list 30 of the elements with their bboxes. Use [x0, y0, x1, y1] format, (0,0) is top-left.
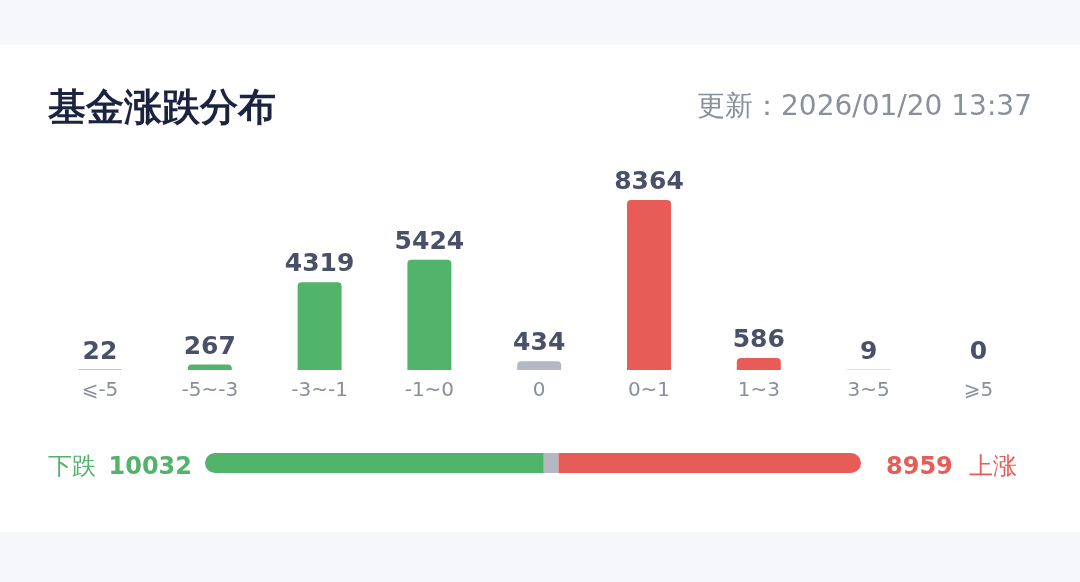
bar — [736, 358, 781, 370]
data-label: 0 — [969, 336, 988, 365]
data-label: 267 — [183, 330, 236, 360]
bar — [517, 361, 562, 370]
x-tick-label: ⩾5 — [963, 377, 994, 401]
text: 更新：2026/01/20 13:37 — [697, 89, 1032, 122]
bar — [297, 282, 342, 370]
x-tick-label: -5~-3 — [181, 377, 239, 401]
x-tick-label: 0 — [532, 377, 546, 401]
chart-title: 基金涨跌分布 — [47, 85, 276, 129]
data-label: 9 — [859, 335, 878, 365]
data-label: 434 — [513, 327, 566, 357]
text: 上涨 — [969, 452, 1017, 480]
x-tick-label: 0~1 — [627, 377, 671, 401]
data-label: 22 — [82, 335, 118, 365]
x-tick-label: 3~5 — [847, 377, 890, 401]
data-label: 5424 — [394, 225, 465, 255]
bar — [407, 259, 452, 370]
x-tick-label: -3~-1 — [291, 377, 348, 401]
x-tick-label: -1~0 — [404, 377, 455, 401]
x-tick-label: 1~3 — [737, 377, 780, 401]
bar — [187, 364, 232, 370]
data-label: 4319 — [284, 248, 355, 278]
bar — [627, 200, 671, 370]
x-tick-label: ⩽-5 — [81, 377, 119, 401]
text: 下跌 — [48, 452, 96, 480]
data-label: 586 — [732, 324, 785, 354]
data-label: 10032 — [108, 452, 192, 480]
data-label: 8364 — [614, 166, 684, 195]
data-label: 8959 — [886, 452, 953, 480]
